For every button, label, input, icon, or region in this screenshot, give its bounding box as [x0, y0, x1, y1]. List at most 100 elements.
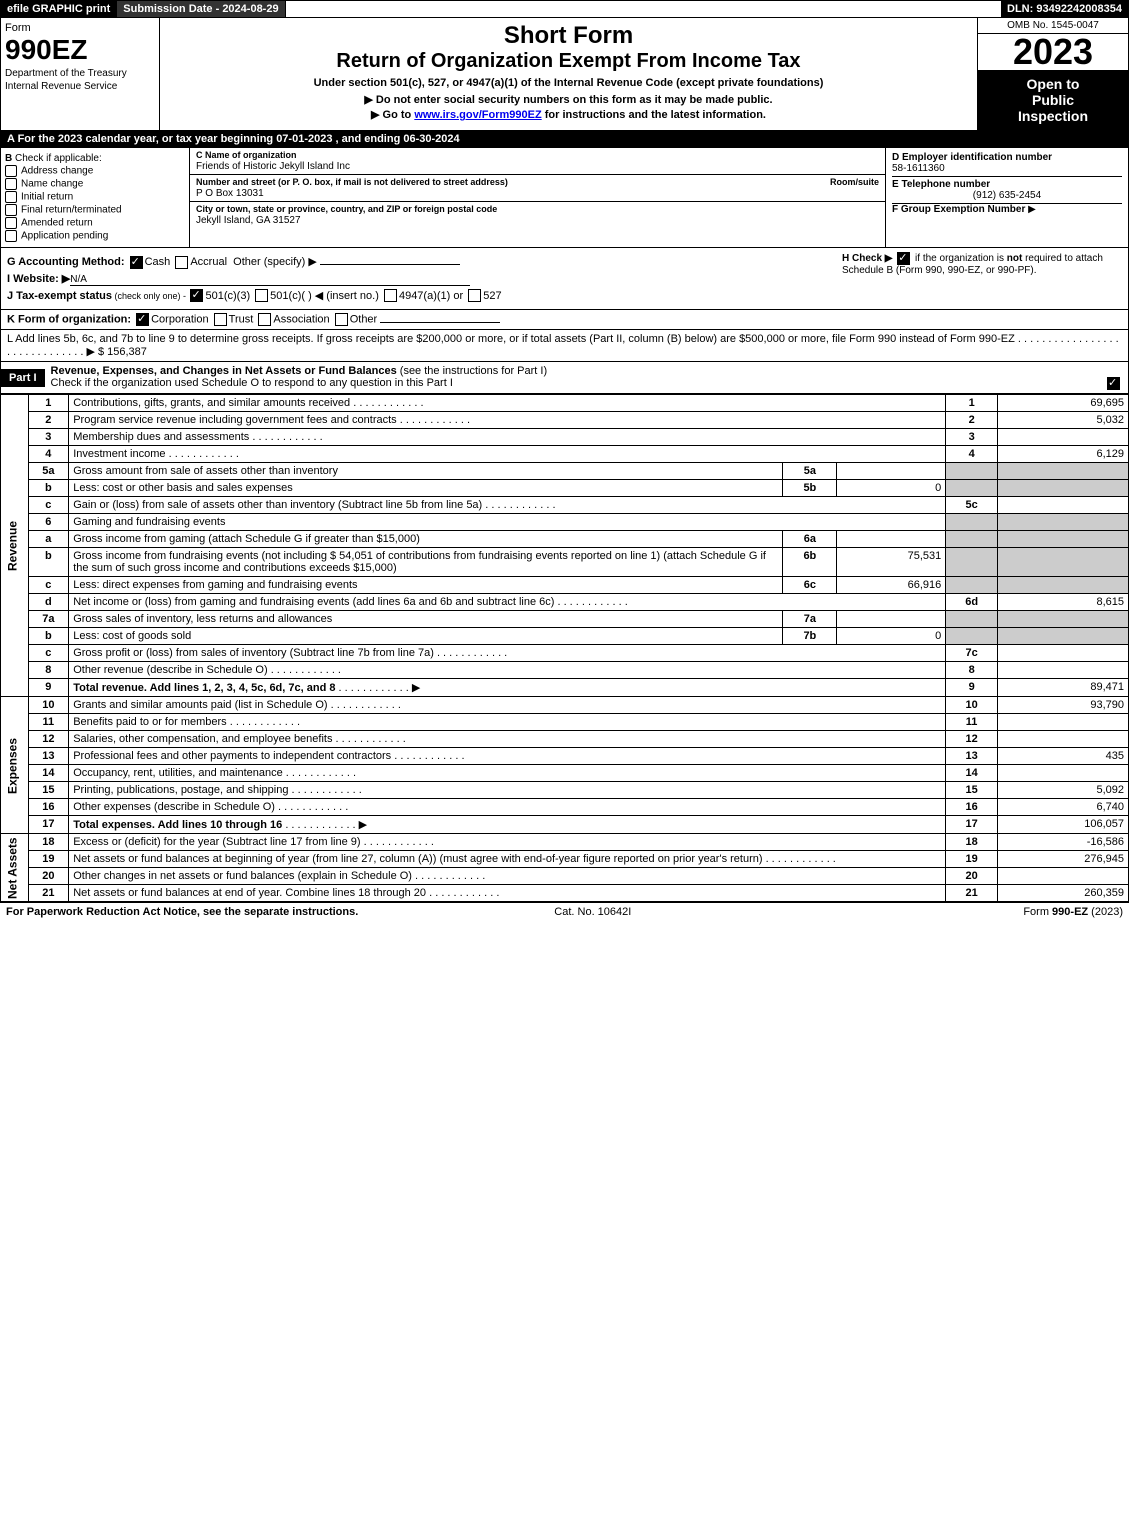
b-item-0: Address change: [21, 166, 93, 177]
result-num: 2: [946, 412, 998, 429]
mid-value: [837, 463, 946, 480]
line-number: 19: [28, 851, 69, 868]
j-4947-check[interactable]: [384, 289, 397, 302]
result-value: 5,032: [997, 412, 1128, 429]
result-value: 89,471: [997, 679, 1128, 697]
line-text: Gross sales of inventory, less returns a…: [69, 611, 783, 628]
line-text: Membership dues and assessments . . . . …: [69, 429, 946, 446]
part-i-label: Part I: [1, 369, 45, 387]
form-header: Form 990EZ Department of the Treasury In…: [0, 18, 1129, 131]
section-label: Revenue: [1, 395, 29, 697]
top-bar: efile GRAPHIC print Submission Date - 20…: [0, 0, 1129, 18]
line-text: Benefits paid to or for members . . . . …: [69, 714, 946, 731]
part-i-schedule-o-check[interactable]: [1107, 377, 1120, 390]
h-checkbox[interactable]: [897, 252, 910, 265]
line-number: 7a: [28, 611, 69, 628]
goto-note: ▶ Go to www.irs.gov/Form990EZ for instru…: [164, 108, 973, 121]
h-label: H Check ▶: [842, 253, 892, 264]
result-num-shade: [946, 514, 998, 531]
b-item-5: Application pending: [21, 231, 108, 242]
mid-label: 6c: [783, 577, 837, 594]
room-label: Room/suite: [830, 177, 879, 187]
line-number: b: [28, 628, 69, 645]
check-final-return[interactable]: [5, 204, 17, 216]
check-initial-return[interactable]: [5, 191, 17, 203]
check-address-change[interactable]: [5, 165, 17, 177]
result-value: 6,740: [997, 799, 1128, 816]
check-application-pending[interactable]: [5, 230, 17, 242]
line-number: 12: [28, 731, 69, 748]
org-address: P O Box 13031: [196, 188, 264, 199]
line-text: Gross amount from sale of assets other t…: [69, 463, 783, 480]
line-number: 2: [28, 412, 69, 429]
footer-cat: Cat. No. 10642I: [554, 906, 631, 918]
mid-label: 7a: [783, 611, 837, 628]
line-text: Professional fees and other payments to …: [69, 748, 946, 765]
g-cash-check[interactable]: [130, 256, 143, 269]
k-assoc: Association: [273, 314, 329, 326]
b-item-3: Final return/terminated: [21, 205, 122, 216]
result-value: [997, 429, 1128, 446]
mid-value: 66,916: [837, 577, 946, 594]
result-val-shade: [997, 531, 1128, 548]
line-number: 6: [28, 514, 69, 531]
k-assoc-check[interactable]: [258, 313, 271, 326]
line-number: b: [28, 548, 69, 577]
d-ein-label: D Employer identification number: [892, 152, 1052, 163]
line-text: Contributions, gifts, grants, and simila…: [69, 395, 946, 412]
line-number: d: [28, 594, 69, 611]
table-row: 8Other revenue (describe in Schedule O) …: [1, 662, 1129, 679]
check-amended[interactable]: [5, 217, 17, 229]
line-number: 14: [28, 765, 69, 782]
org-name: Friends of Historic Jekyll Island Inc: [196, 161, 350, 172]
table-row: aGross income from gaming (attach Schedu…: [1, 531, 1129, 548]
result-num: 4: [946, 446, 998, 463]
table-row: 12Salaries, other compensation, and empl…: [1, 731, 1129, 748]
line-text: Gross income from fundraising events (no…: [69, 548, 783, 577]
j-note: (check only one) -: [112, 291, 189, 301]
k-trust-check[interactable]: [214, 313, 227, 326]
table-row: 21Net assets or fund balances at end of …: [1, 885, 1129, 902]
irs-label: Internal Revenue Service: [5, 81, 155, 92]
j-501c3-check[interactable]: [190, 289, 203, 302]
result-num: 9: [946, 679, 998, 697]
g-accrual-check[interactable]: [175, 256, 188, 269]
result-num-shade: [946, 611, 998, 628]
g-other: Other (specify) ▶: [233, 256, 317, 268]
i-website-label: I Website: ▶: [7, 273, 70, 285]
j-527: 527: [483, 290, 501, 302]
j-4947: 4947(a)(1) or: [399, 290, 463, 302]
result-value: 93,790: [997, 697, 1128, 714]
return-title: Return of Organization Exempt From Incom…: [164, 50, 973, 73]
line-number: 9: [28, 679, 69, 697]
result-num: 5c: [946, 497, 998, 514]
mid-value: [837, 611, 946, 628]
result-value: [997, 868, 1128, 885]
website-value: N/A: [70, 274, 470, 286]
section-a-tax-year: A For the 2023 calendar year, or tax yea…: [0, 131, 1129, 148]
k-trust: Trust: [229, 314, 254, 326]
k-corp-check[interactable]: [136, 313, 149, 326]
j-501c-check[interactable]: [255, 289, 268, 302]
line-text: Gross income from gaming (attach Schedul…: [69, 531, 783, 548]
k-label: K Form of organization:: [7, 314, 131, 326]
result-num: 11: [946, 714, 998, 731]
check-name-change[interactable]: [5, 178, 17, 190]
line-text: Program service revenue including govern…: [69, 412, 946, 429]
part-i-note: (see the instructions for Part I): [397, 365, 547, 377]
k-other-check[interactable]: [335, 313, 348, 326]
short-form-title: Short Form: [164, 22, 973, 50]
ssn-note: ▶ Do not enter social security numbers o…: [164, 93, 973, 106]
box-c: C Name of organizationFriends of Histori…: [190, 148, 886, 247]
result-num: 16: [946, 799, 998, 816]
result-num-shade: [946, 531, 998, 548]
j-527-check[interactable]: [468, 289, 481, 302]
result-value: 276,945: [997, 851, 1128, 868]
table-row: cLess: direct expenses from gaming and f…: [1, 577, 1129, 594]
line-text: Net assets or fund balances at end of ye…: [69, 885, 946, 902]
result-num: 3: [946, 429, 998, 446]
table-row: cGain or (loss) from sale of assets othe…: [1, 497, 1129, 514]
line-number: 21: [28, 885, 69, 902]
irs-link[interactable]: www.irs.gov/Form990EZ: [414, 109, 541, 121]
mid-value: 0: [837, 628, 946, 645]
